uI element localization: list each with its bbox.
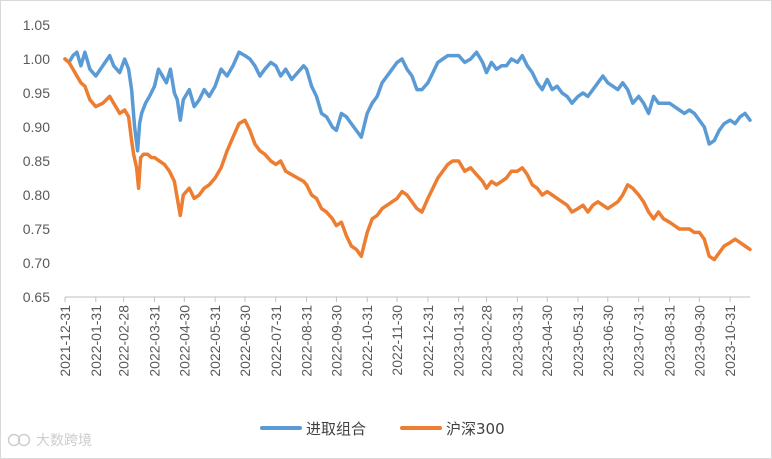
x-tick-label: 2023-07-31 bbox=[631, 305, 647, 377]
y-tick-label: 0.85 bbox=[23, 153, 50, 169]
x-tick-label: 2022-09-30 bbox=[328, 305, 344, 377]
x-tick-label: 2023-01-31 bbox=[451, 305, 467, 377]
x-tick-label: 2023-09-30 bbox=[691, 305, 707, 377]
x-tick-label: 2023-03-31 bbox=[509, 305, 525, 377]
x-tick-label: 2022-11-30 bbox=[389, 305, 405, 376]
y-tick-label: 0.80 bbox=[23, 187, 50, 203]
x-tick-label: 2022-06-30 bbox=[237, 305, 253, 377]
x-tick-label: 2023-02-28 bbox=[479, 305, 495, 377]
x-tick-label: 2023-06-30 bbox=[600, 305, 616, 377]
legend-label: 沪深300 bbox=[446, 420, 505, 438]
x-tick-label: 2022-05-31 bbox=[207, 305, 223, 377]
x-tick-label: 2022-07-31 bbox=[268, 305, 284, 377]
x-tick-label: 2022-01-31 bbox=[88, 305, 104, 377]
legend: 进取组合 沪深300 bbox=[260, 420, 505, 438]
y-tick-label: 0.75 bbox=[23, 221, 50, 237]
y-tick-label: 1.00 bbox=[23, 51, 50, 67]
y-axis-ticks: 1.05 1.00 0.95 0.90 0.85 0.80 0.75 0.70 0.65 bbox=[23, 17, 50, 305]
x-tick-label: 2022-10-31 bbox=[359, 305, 375, 377]
x-axis-ticks: 2021-12-31 2022-01-31 2022-02-28 2022-03-31… bbox=[57, 297, 738, 377]
x-tick-label: 2022-03-31 bbox=[146, 305, 162, 377]
y-tick-label: 0.90 bbox=[23, 119, 50, 135]
watermark-logo-icon-2 bbox=[17, 433, 31, 447]
series-line-1 bbox=[63, 57, 752, 262]
x-tick-label: 2021-12-31 bbox=[57, 305, 73, 377]
series-line-0 bbox=[63, 50, 752, 153]
watermark: 大数跨境 bbox=[7, 433, 92, 449]
x-tick-label: 2023-04-30 bbox=[539, 305, 555, 377]
watermark-text: 大数跨境 bbox=[36, 433, 92, 449]
legend-label: 进取组合 bbox=[306, 420, 366, 438]
y-tick-label: 0.70 bbox=[23, 255, 50, 271]
x-tick-label: 2022-08-31 bbox=[299, 305, 315, 377]
x-tick-label: 2023-05-31 bbox=[570, 305, 586, 377]
y-tick-label: 1.05 bbox=[23, 17, 50, 33]
y-tick-label: 0.95 bbox=[23, 85, 50, 101]
watermark-logo-icon bbox=[7, 433, 21, 447]
y-tick-label: 0.65 bbox=[23, 289, 50, 305]
x-tick-label: 2022-02-28 bbox=[116, 305, 132, 377]
series-lines bbox=[63, 50, 752, 262]
x-tick-label: 2023-08-31 bbox=[661, 305, 677, 377]
x-tick-label: 2022-12-31 bbox=[420, 305, 436, 377]
x-tick-label: 2022-04-30 bbox=[176, 305, 192, 377]
x-tick-label: 2023-10-31 bbox=[722, 305, 738, 377]
